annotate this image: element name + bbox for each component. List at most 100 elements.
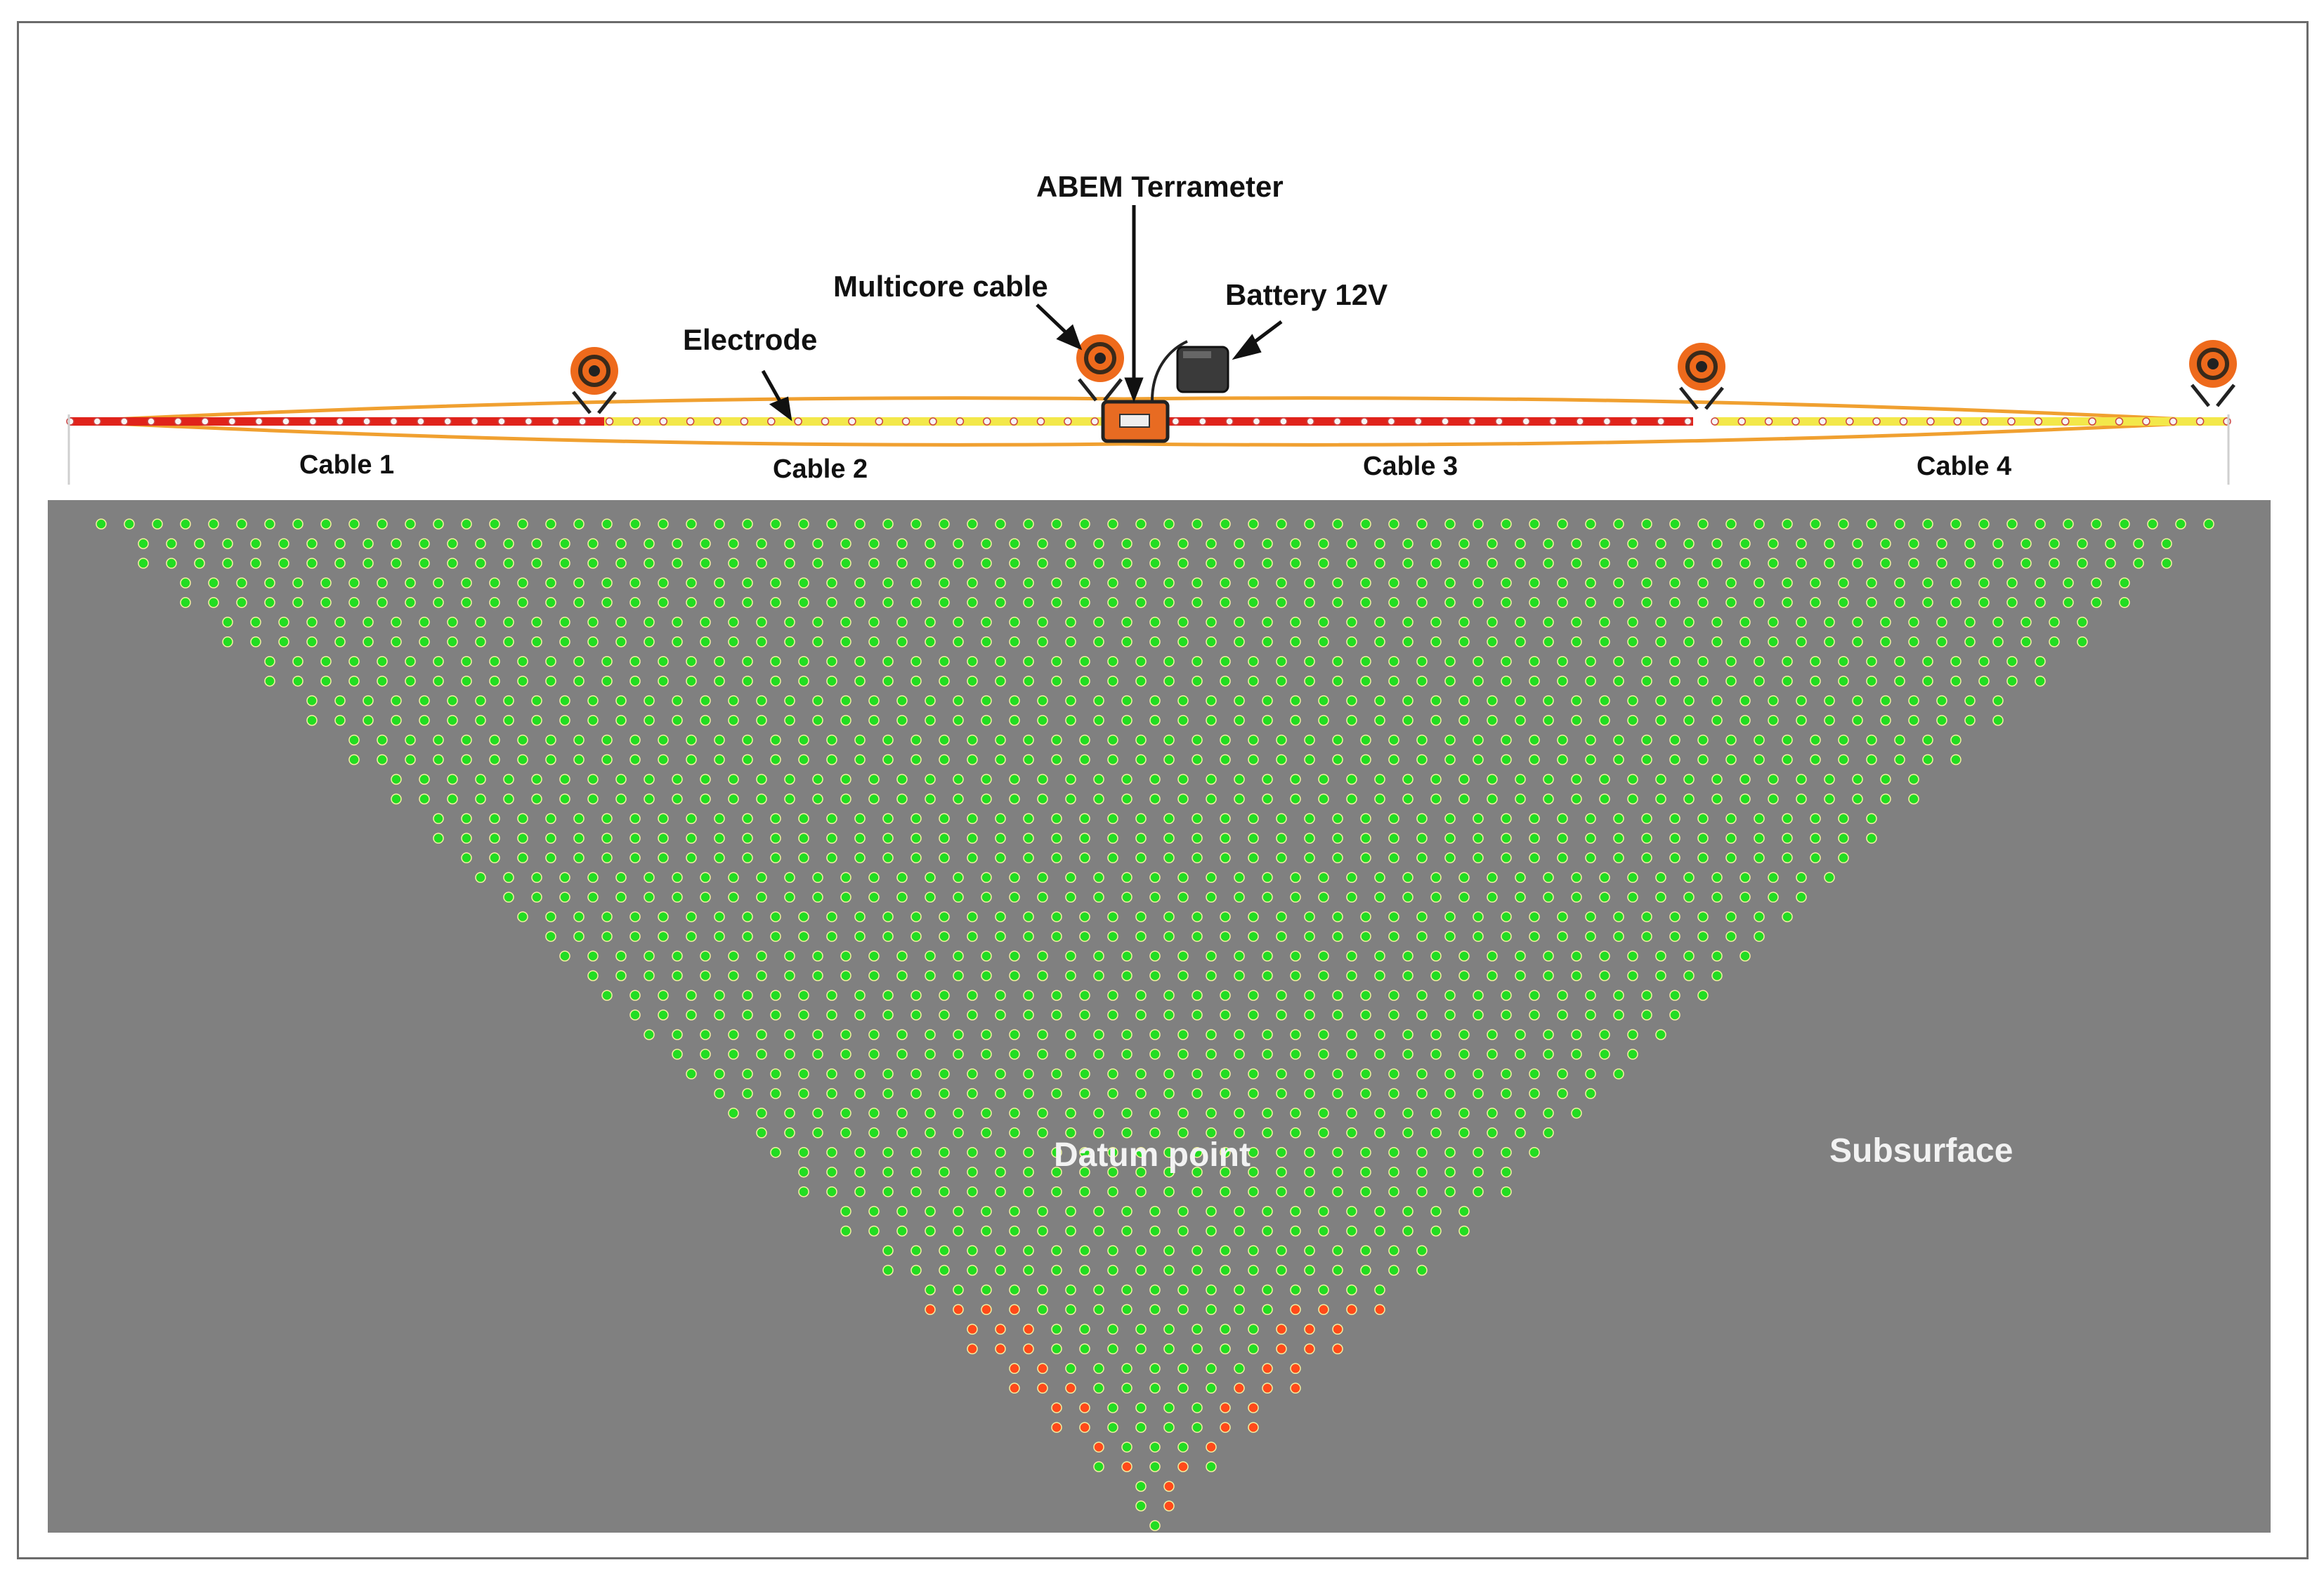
datum-point: [2133, 538, 2144, 549]
datum-point: [1360, 577, 1371, 589]
datum-point: [1192, 754, 1203, 766]
datum-point: [1683, 636, 1695, 648]
datum-point: [672, 773, 683, 785]
datum-point: [1838, 675, 1849, 687]
datum-point: [1613, 1068, 1624, 1080]
datum-point: [728, 558, 739, 569]
datum-point: [1416, 518, 1428, 530]
datum-point: [1388, 1068, 1399, 1080]
datum-point: [489, 813, 500, 825]
datum-point: [1023, 1245, 1034, 1257]
datum-point: [461, 734, 472, 746]
datum-point: [1009, 1225, 1020, 1237]
datum-point: [2006, 597, 2018, 608]
datum-point: [854, 655, 866, 667]
datum-point: [1697, 597, 1709, 608]
datum-point: [1374, 872, 1385, 884]
datum-point: [939, 577, 950, 589]
datum-point: [1768, 891, 1779, 903]
datum-point: [1388, 734, 1399, 746]
datum-point: [1079, 518, 1090, 530]
datum-point: [222, 617, 233, 628]
datum-point: [1754, 911, 1765, 922]
datum-point: [433, 655, 444, 667]
datum-point: [1135, 852, 1147, 864]
datum-point: [1641, 911, 1652, 922]
datum-point: [700, 773, 711, 785]
electrode-marker: [2169, 417, 2178, 426]
datum-point: [728, 891, 739, 903]
datum-point: [1473, 911, 1484, 922]
datum-point: [1051, 911, 1062, 922]
datum-point: [1571, 558, 1582, 569]
datum-point: [854, 754, 866, 766]
datum-point: [1473, 518, 1484, 530]
datum-point: [756, 558, 767, 569]
datum-point: [559, 558, 570, 569]
datum-point: [1332, 1343, 1343, 1355]
datum-point: [896, 1108, 908, 1119]
datum-point: [1444, 931, 1456, 942]
datum-point: [672, 636, 683, 648]
datum-point: [2049, 558, 2060, 569]
datum-point: [826, 597, 837, 608]
datum-point: [826, 1009, 837, 1021]
datum-point: [1838, 734, 1849, 746]
electrode-marker: [605, 417, 614, 426]
datum-point: [1346, 1127, 1357, 1139]
datum-point: [1444, 655, 1456, 667]
datum-point: [728, 636, 739, 648]
datum-point: [1430, 773, 1442, 785]
datum-point: [1571, 1029, 1582, 1040]
datum-point: [882, 577, 894, 589]
datum-point: [1135, 1068, 1147, 1080]
datum-point: [1332, 832, 1343, 844]
datum-point: [1220, 1343, 1231, 1355]
datum-point: [1754, 675, 1765, 687]
datum-point: [854, 577, 866, 589]
datum-point: [264, 655, 275, 667]
datum-point: [1571, 714, 1582, 726]
datum-point: [812, 872, 823, 884]
datum-point: [658, 518, 669, 530]
datum-point: [939, 1245, 950, 1257]
datum-point: [1163, 832, 1175, 844]
datum-point: [742, 852, 753, 864]
datum-point: [1290, 1382, 1301, 1394]
datum-point: [756, 793, 767, 805]
datum-point: [1697, 911, 1709, 922]
datum-point: [1065, 773, 1076, 785]
datum-point: [896, 793, 908, 805]
datum-point: [1402, 793, 1414, 805]
datum-point: [1135, 931, 1147, 942]
datum-point: [868, 538, 880, 549]
datum-point: [517, 813, 528, 825]
datum-point: [910, 1068, 922, 1080]
datum-point: [1037, 891, 1048, 903]
datum-point: [1585, 852, 1596, 864]
datum-point: [1866, 734, 1877, 746]
datum-point: [1290, 950, 1301, 962]
datum-point: [1838, 852, 1849, 864]
datum-point: [1023, 1068, 1034, 1080]
datum-point: [433, 518, 444, 530]
datum-point: [1599, 538, 1610, 549]
datum-point: [981, 891, 992, 903]
datum-point: [461, 518, 472, 530]
datum-point: [742, 931, 753, 942]
datum-point: [1950, 675, 1961, 687]
datum-point: [981, 793, 992, 805]
datum-point: [1220, 675, 1231, 687]
datum-point: [1262, 793, 1273, 805]
datum-point: [1220, 754, 1231, 766]
datum-point: [1009, 970, 1020, 981]
datum-point: [1149, 1363, 1161, 1375]
datum-point: [953, 872, 964, 884]
datum-point: [1627, 773, 1638, 785]
datum-point: [868, 617, 880, 628]
datum-point: [1206, 970, 1217, 981]
datum-point: [1585, 655, 1596, 667]
datum-point: [1318, 1108, 1329, 1119]
datum-point: [433, 754, 444, 766]
datum-point: [939, 852, 950, 864]
